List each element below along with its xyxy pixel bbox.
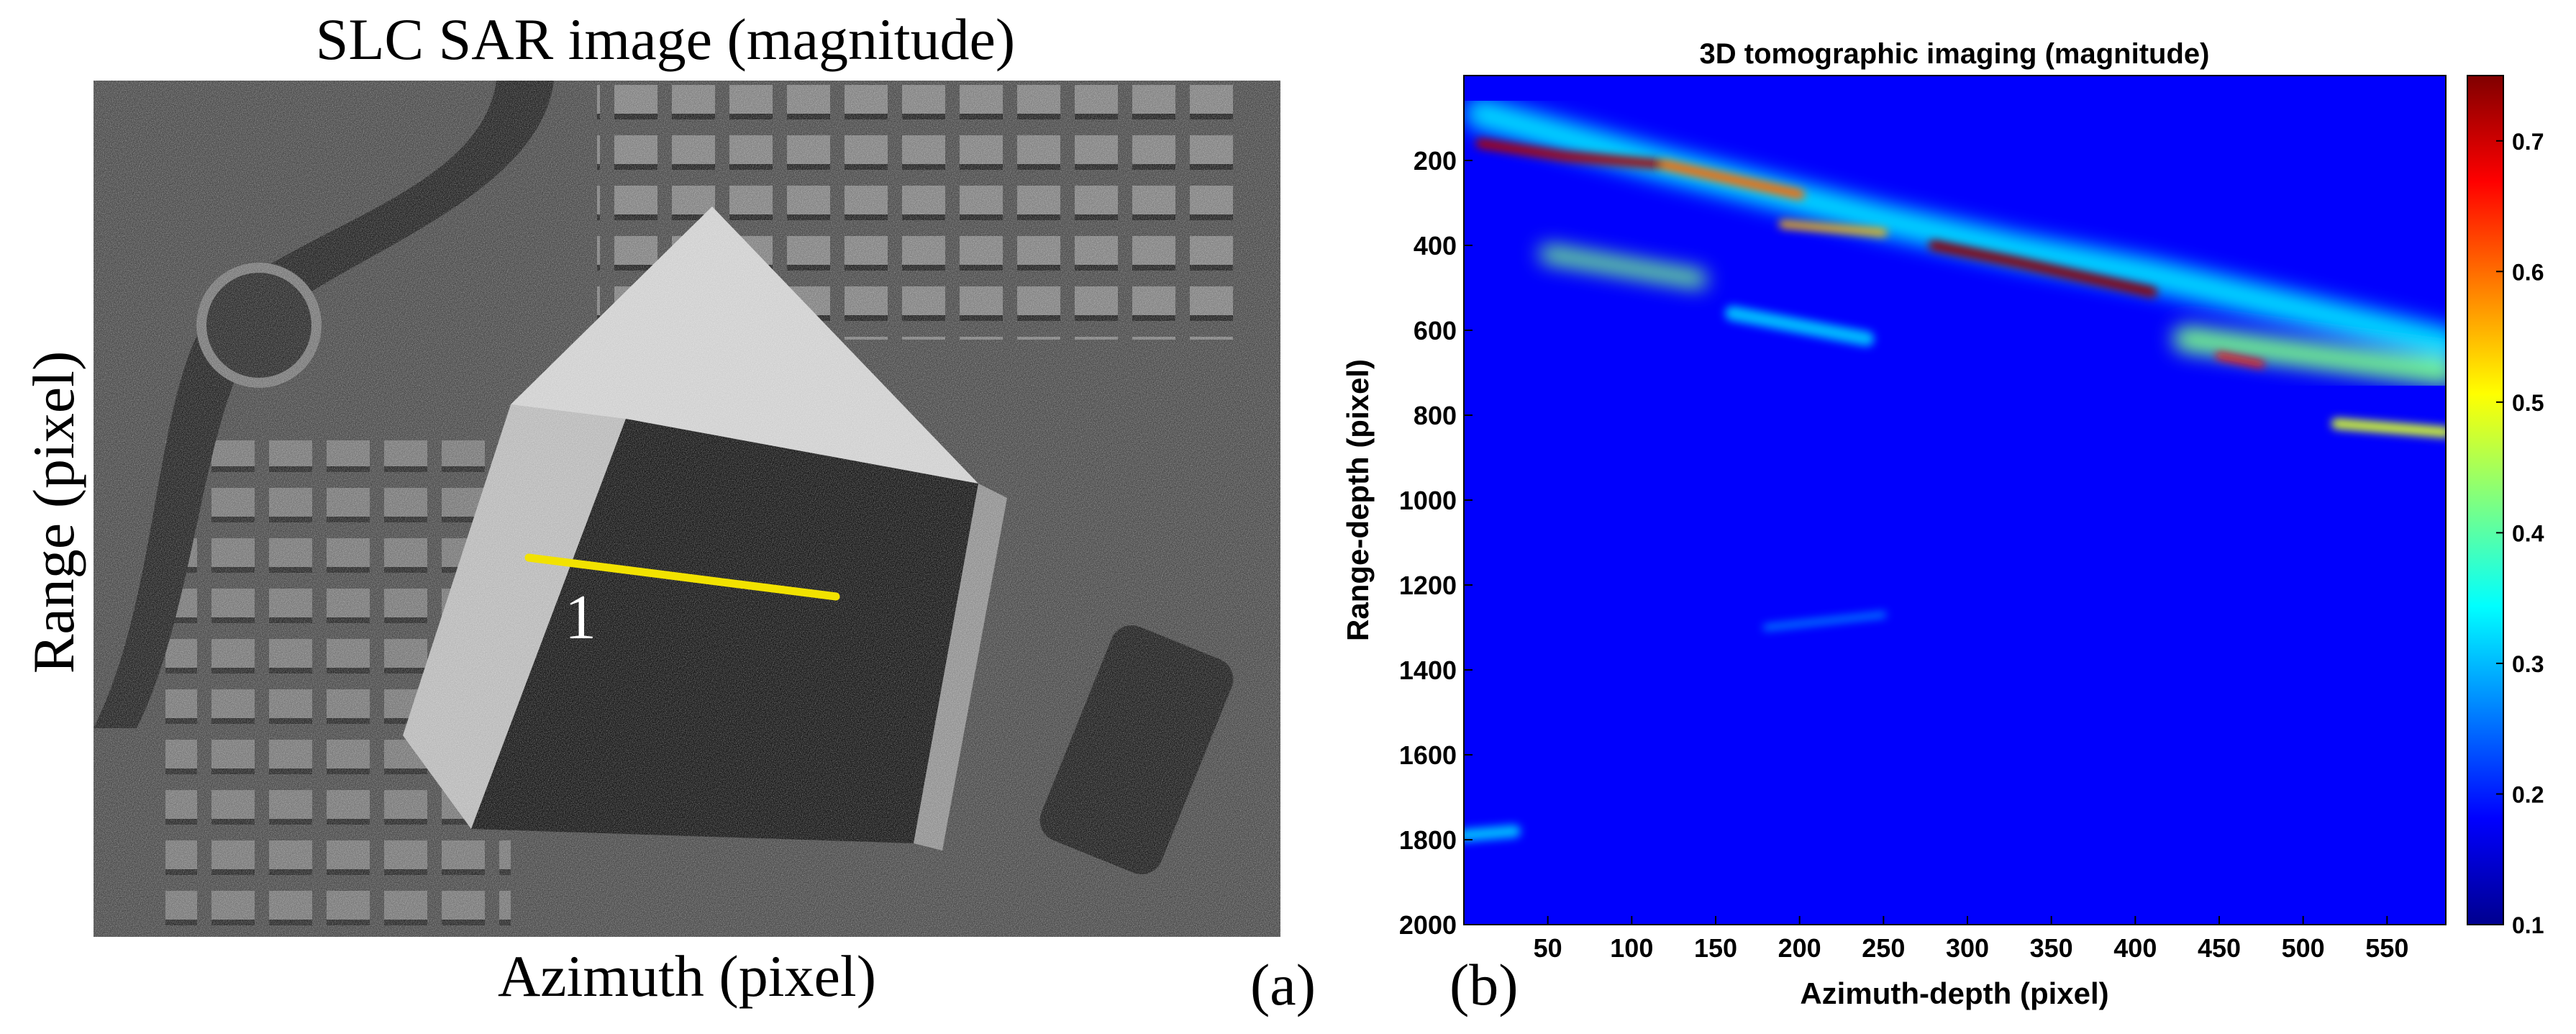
x-tick-label: 400	[2113, 933, 2157, 963]
heatmap-feature-9	[2172, 326, 2446, 386]
heatmap-feature-8	[1725, 306, 1875, 347]
panel-a-xlabel: Azimuth (pixel)	[497, 943, 877, 1009]
colorbar-tick-label: 0.1	[2512, 912, 2544, 938]
colorbar	[2467, 75, 2504, 925]
y-tick-label: 2000	[1399, 910, 1457, 940]
sar-magnitude-image: 1	[94, 81, 1280, 937]
heatmap-background	[1464, 76, 2446, 925]
heatmap-feature-5	[2216, 352, 2265, 368]
x-tick-label: 100	[1610, 933, 1653, 963]
y-tick-label: 200	[1414, 146, 1457, 176]
heatmap-feature-0	[1465, 97, 2446, 359]
heatmap-feature-3	[1929, 240, 2157, 297]
x-tick-label: 450	[2198, 933, 2241, 963]
panel-a-title: SLC SAR image (magnitude)	[315, 6, 1016, 72]
heatmap-feature-11	[1464, 825, 1521, 842]
x-tick-label: 50	[1534, 933, 1562, 963]
panel-a-ylabel: Range (pixel)	[21, 350, 86, 674]
y-tick-label: 1000	[1399, 486, 1457, 515]
colorbar-tick-label: 0.6	[2512, 259, 2544, 285]
speckle-noise	[94, 81, 1280, 937]
y-tick-label: 1200	[1399, 571, 1457, 600]
chart-title: 3D tomographic imaging (magnitude)	[1700, 38, 2210, 70]
profile-line	[524, 553, 840, 601]
x-tick-label: 500	[2282, 933, 2325, 963]
x-tick-label: 200	[1778, 933, 1821, 963]
colorbar-tick-label: 0.4	[2512, 520, 2544, 546]
heatmap-feature-4	[1779, 220, 1888, 237]
y-axis-label: Range-depth (pixel)	[1341, 359, 1375, 641]
colorbar-tick-label: 0.2	[2512, 781, 2544, 807]
colorbar-tick-label: 0.5	[2512, 390, 2544, 416]
x-tick-label: 550	[2365, 933, 2408, 963]
heatmap-feature-1	[1475, 138, 1670, 170]
x-tick-label: 250	[1862, 933, 1905, 963]
heatmap-feature-6	[2331, 418, 2446, 437]
y-tick-label: 1600	[1399, 740, 1457, 770]
x-axis-label: Azimuth-depth (pixel)	[1800, 976, 2108, 1010]
y-tick-label: 600	[1414, 316, 1457, 345]
heatmap-feature-10	[1762, 612, 1887, 631]
y-tick-label: 800	[1414, 401, 1457, 430]
colorbar-tick-label: 0.7	[2512, 129, 2544, 155]
colorbar-tick-label: 0.3	[2512, 651, 2544, 677]
heatmap-feature-2	[1660, 159, 1805, 200]
heatmap-feature-7	[1539, 245, 1708, 289]
y-tick-label: 1400	[1399, 656, 1457, 685]
y-tick-label: 1800	[1399, 825, 1457, 855]
tomography-chart: 3D tomographic imaging (magnitude) 50 100…	[1341, 38, 2544, 1010]
x-tick-label: 350	[2030, 933, 2073, 963]
panel-b-letter: (b)	[1449, 952, 1519, 1017]
panel-a-letter: (a)	[1250, 952, 1316, 1017]
heatmap-plot	[1464, 76, 2446, 925]
x-tick-label: 150	[1694, 933, 1737, 963]
profile-line-label: 1	[565, 583, 596, 653]
y-tick-label: 400	[1414, 231, 1457, 260]
x-tick-label: 300	[1946, 933, 1989, 963]
